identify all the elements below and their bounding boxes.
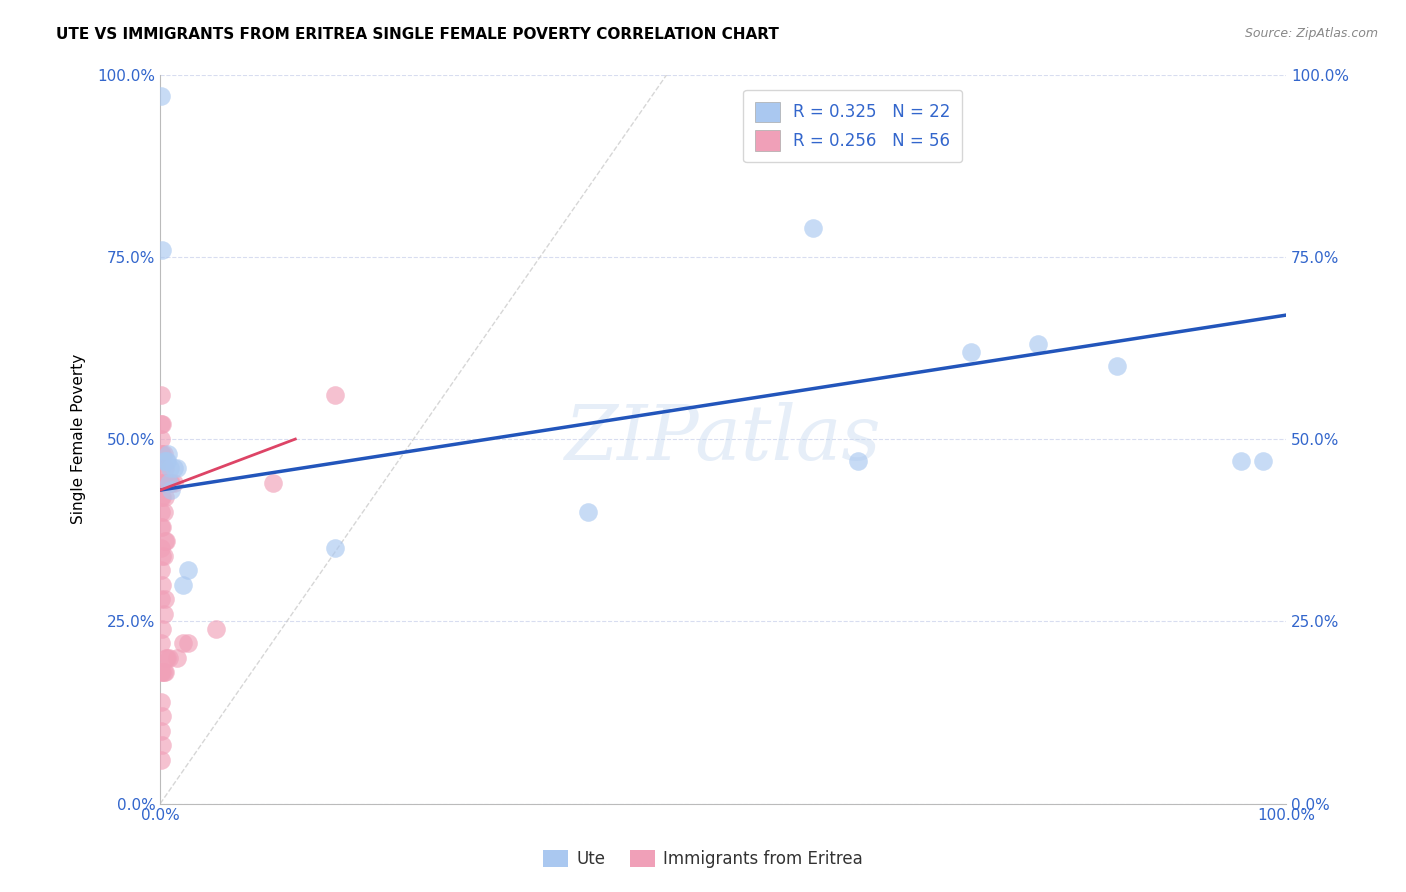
Point: [152, 578, 174, 592]
Point: [152, 475, 174, 490]
Point: [959, 344, 981, 359]
Point: [152, 475, 174, 490]
Point: [155, 650, 177, 665]
Legend: Ute, Immigrants from Eritrea: Ute, Immigrants from Eritrea: [536, 843, 870, 875]
Y-axis label: Single Female Poverty: Single Female Poverty: [72, 354, 86, 524]
Point: [152, 447, 174, 461]
Point: [152, 665, 174, 680]
Point: [150, 475, 173, 490]
Point: [155, 454, 177, 468]
Point: [160, 483, 183, 497]
Point: [150, 694, 173, 708]
Point: [152, 519, 174, 533]
Legend: R = 0.325   N = 22, R = 0.256   N = 56: R = 0.325 N = 22, R = 0.256 N = 56: [744, 90, 963, 162]
Point: [152, 417, 174, 432]
Point: [150, 541, 173, 556]
Point: [152, 491, 174, 505]
Point: [323, 541, 346, 556]
Text: Source: ZipAtlas.com: Source: ZipAtlas.com: [1244, 27, 1378, 40]
Point: [156, 650, 179, 665]
Point: [1026, 337, 1049, 351]
Point: [152, 549, 174, 563]
Point: [157, 650, 180, 665]
Point: [150, 89, 173, 103]
Point: [156, 454, 179, 468]
Point: [262, 475, 284, 490]
Point: [153, 592, 176, 607]
Point: [163, 475, 186, 490]
Point: [152, 243, 174, 257]
Point: [152, 709, 174, 723]
Point: [801, 220, 824, 235]
Point: [155, 534, 177, 549]
Point: [152, 665, 174, 680]
Point: [150, 592, 173, 607]
Point: [150, 447, 173, 461]
Point: [150, 723, 173, 738]
Point: [150, 636, 173, 650]
Point: [163, 461, 186, 475]
Point: [159, 461, 181, 475]
Point: [1230, 454, 1253, 468]
Point: [150, 753, 173, 767]
Point: [576, 505, 599, 519]
Point: [150, 461, 173, 475]
Point: [150, 432, 173, 446]
Point: [172, 578, 194, 592]
Point: [177, 636, 200, 650]
Point: [152, 454, 174, 468]
Point: [150, 519, 173, 533]
Point: [152, 447, 174, 461]
Point: [153, 461, 176, 475]
Point: [153, 665, 176, 680]
Point: [155, 475, 177, 490]
Point: [177, 563, 200, 577]
Point: [152, 549, 174, 563]
Point: [205, 622, 228, 636]
Point: [160, 475, 183, 490]
Text: ZIPatlas: ZIPatlas: [565, 402, 882, 476]
Point: [153, 534, 176, 549]
Point: [846, 454, 869, 468]
Point: [1253, 454, 1275, 468]
Point: [150, 563, 173, 577]
Point: [157, 475, 180, 490]
Point: [166, 461, 188, 475]
Point: [150, 491, 173, 505]
Point: [157, 475, 180, 490]
Point: [150, 505, 173, 519]
Point: [157, 475, 180, 490]
Point: [152, 622, 174, 636]
Point: [152, 607, 174, 621]
Point: [159, 475, 181, 490]
Text: UTE VS IMMIGRANTS FROM ERITREA SINGLE FEMALE POVERTY CORRELATION CHART: UTE VS IMMIGRANTS FROM ERITREA SINGLE FE…: [56, 27, 779, 42]
Point: [156, 475, 179, 490]
Point: [150, 665, 173, 680]
Point: [172, 636, 194, 650]
Point: [152, 505, 174, 519]
Point: [166, 650, 188, 665]
Point: [157, 447, 180, 461]
Point: [323, 388, 346, 402]
Point: [153, 491, 176, 505]
Point: [152, 739, 174, 753]
Point: [150, 388, 173, 402]
Point: [150, 417, 173, 432]
Point: [1107, 359, 1129, 373]
